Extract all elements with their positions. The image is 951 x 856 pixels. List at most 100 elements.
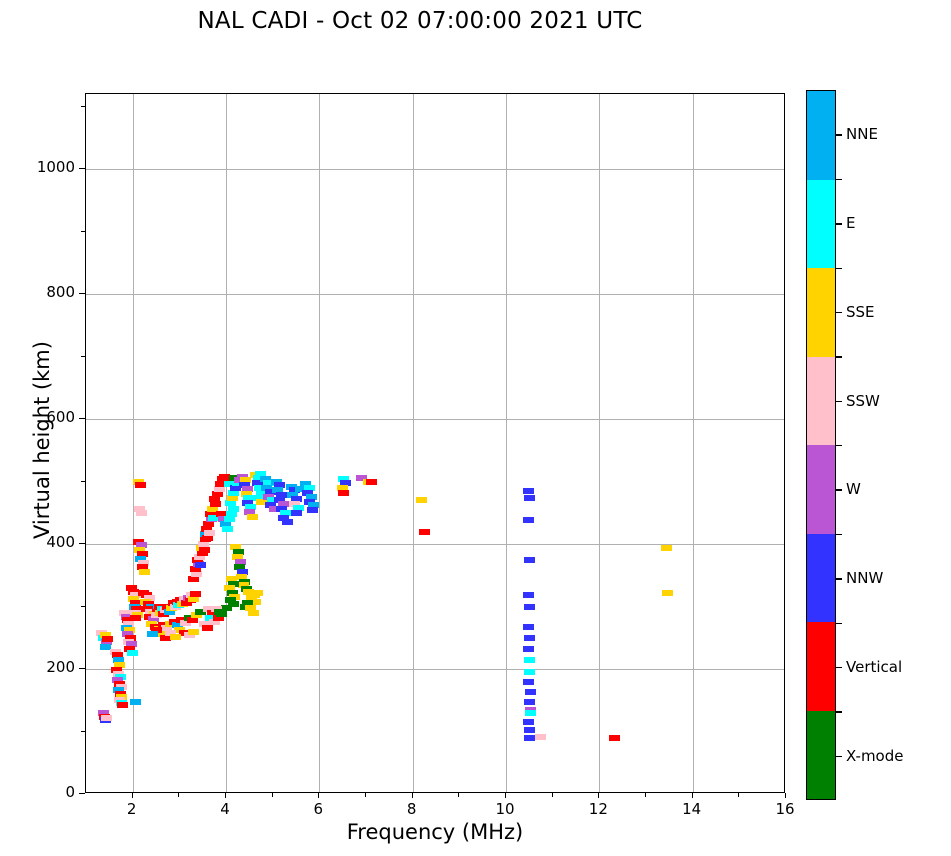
gridline-horizontal — [86, 169, 784, 170]
echo-mark — [130, 698, 142, 705]
echo-mark — [188, 596, 200, 602]
echo-mark — [193, 553, 205, 560]
echo-mark — [339, 479, 351, 486]
echo-mark — [287, 492, 299, 499]
x-axis-minor-tick — [645, 793, 646, 797]
echo-mark — [101, 636, 113, 642]
gridline-vertical — [226, 94, 227, 792]
colorbar-tick — [836, 666, 842, 669]
echo-mark — [123, 627, 135, 634]
echo-mark — [114, 673, 126, 680]
echo-mark — [111, 652, 123, 659]
echo-mark — [127, 596, 139, 602]
colorbar-label-vertical: Vertical — [846, 657, 903, 676]
echo-mark — [188, 576, 200, 582]
echo-mark — [247, 513, 259, 520]
colorbar-tick — [836, 223, 842, 225]
echo-mark — [148, 616, 160, 622]
echo-mark — [236, 568, 248, 575]
x-axis-tick-label: 8 — [406, 800, 417, 818]
y-axis-tick-label: 200 — [46, 658, 75, 676]
echo-mark — [235, 558, 246, 565]
echo-mark — [143, 594, 155, 601]
echo-mark — [216, 511, 228, 517]
echo-mark — [244, 508, 256, 515]
x-axis-tick-label: 12 — [588, 800, 608, 818]
echo-mark — [207, 514, 219, 521]
echo-mark — [294, 486, 306, 492]
colorbar-band-nnw[interactable] — [807, 533, 835, 622]
echo-mark — [225, 511, 237, 517]
colorbar-band-vertical[interactable] — [807, 622, 835, 711]
echo-mark — [192, 557, 204, 564]
colorbar-label-ssw: SSW — [846, 391, 880, 410]
echo-mark — [110, 667, 122, 674]
echo-mark — [227, 506, 239, 512]
echo-mark — [240, 491, 252, 497]
y-axis-tick-label: 600 — [46, 408, 75, 426]
echo-mark — [161, 624, 173, 631]
echo-mark — [365, 478, 377, 485]
colorbar-band-e[interactable] — [807, 179, 835, 268]
echo-mark — [266, 497, 278, 504]
echo-mark — [524, 727, 536, 734]
colorbar-band-w[interactable] — [807, 445, 835, 534]
echo-mark — [135, 556, 147, 562]
echo-mark — [112, 657, 124, 664]
y-axis-tick — [79, 418, 85, 419]
echo-mark — [191, 612, 203, 619]
echo-mark — [243, 494, 255, 501]
echo-mark — [523, 646, 535, 652]
y-axis-tick — [79, 668, 85, 669]
colorbar-band-nne[interactable] — [807, 91, 835, 180]
echo-mark — [289, 487, 301, 494]
echo-mark — [127, 588, 139, 595]
colorbar-boundary-tick — [836, 622, 842, 624]
colorbar[interactable] — [806, 90, 836, 800]
echo-mark — [227, 601, 239, 607]
x-axis-tick — [131, 793, 133, 798]
echo-mark — [291, 509, 302, 516]
echo-mark — [137, 551, 148, 557]
echo-mark — [307, 502, 319, 509]
colorbar-band-x-mode[interactable] — [807, 710, 835, 799]
echo-mark — [117, 702, 129, 709]
echo-mark — [416, 497, 428, 504]
echo-mark — [190, 591, 202, 597]
echo-mark — [337, 476, 349, 482]
echo-mark — [256, 498, 268, 505]
colorbar-band-sse[interactable] — [807, 268, 835, 357]
echo-mark — [136, 509, 148, 516]
echo-mark — [183, 632, 195, 639]
echo-mark — [194, 608, 206, 615]
x-axis-minor-tick — [458, 793, 460, 797]
echo-mark — [212, 614, 224, 621]
echo-mark — [337, 489, 349, 496]
x-axis-tick-label: 6 — [313, 800, 324, 818]
echo-mark — [253, 484, 265, 491]
echo-mark — [129, 592, 141, 599]
colorbar-band-ssw[interactable] — [807, 356, 835, 445]
echo-mark — [197, 541, 209, 547]
echo-mark — [242, 499, 254, 506]
echo-mark — [238, 482, 250, 489]
echo-mark — [198, 547, 210, 554]
x-axis-tick-label: 2 — [126, 800, 137, 818]
echo-mark — [239, 603, 251, 610]
echo-mark — [523, 487, 535, 494]
colorbar-label-sse: SSE — [846, 302, 875, 321]
echo-mark — [208, 618, 220, 625]
echo-mark — [277, 501, 289, 507]
gridline-vertical — [506, 94, 507, 792]
echo-mark — [279, 509, 291, 516]
colorbar-boundary-tick — [836, 533, 842, 536]
echo-mark — [205, 511, 217, 517]
echo-mark — [100, 714, 112, 721]
x-axis-tick — [598, 793, 600, 798]
echo-mark — [121, 613, 133, 620]
colorbar-boundary-tick — [836, 445, 842, 447]
echo-mark — [248, 609, 260, 616]
echo-mark — [660, 544, 672, 551]
echo-mark — [130, 599, 142, 606]
